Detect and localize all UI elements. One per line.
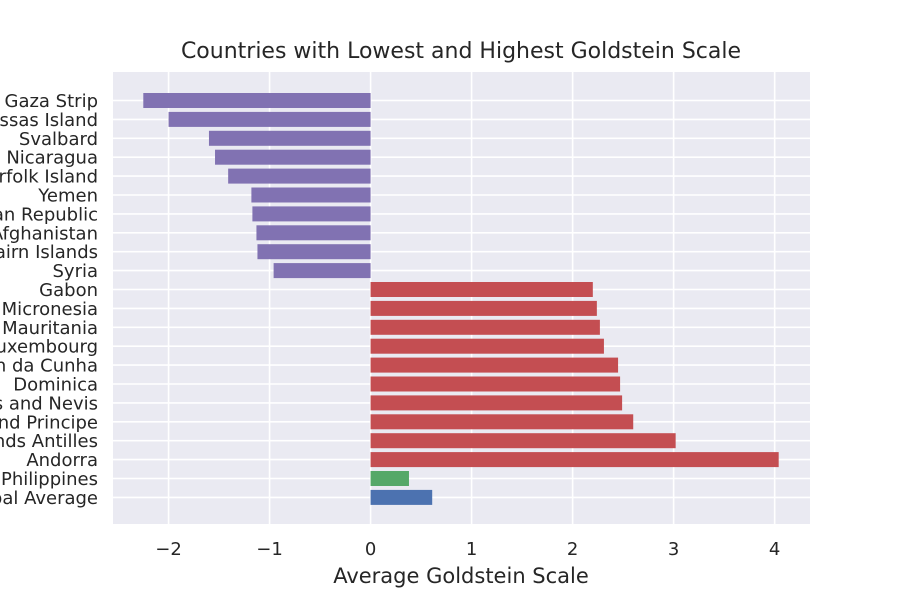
y-tick-label: Saint Kitts and Nevis	[0, 393, 98, 414]
y-tick-label: Pitcairn Islands	[0, 242, 98, 263]
x-tick-label: 0	[365, 539, 376, 560]
bar	[370, 471, 409, 486]
plot-area	[113, 72, 810, 524]
y-tick-label: Netherlands Antilles	[0, 431, 98, 452]
y-tick-label: Sao Tome and Principe	[0, 412, 98, 433]
bar	[370, 395, 623, 411]
y-tick-label: Central African Republic	[0, 204, 98, 225]
bar	[370, 489, 433, 505]
bar	[370, 357, 619, 373]
bar	[273, 263, 371, 279]
y-tick-label: Juan de Nova/Bassas Island	[0, 110, 98, 131]
bar	[370, 300, 597, 316]
x-axis-label: Average Goldstein Scale	[333, 564, 589, 588]
y-tick-label: Nicaragua	[6, 148, 98, 169]
y-tick-label: Andorra	[26, 450, 98, 471]
y-tick-label: Svalbard	[19, 129, 98, 150]
x-tick-label: 3	[668, 539, 679, 560]
bar	[257, 244, 371, 260]
bar-series	[143, 93, 779, 505]
bar	[143, 93, 371, 108]
y-tick-label: Luxembourg	[0, 337, 98, 358]
y-tick-label: Tristan da Cunha	[0, 356, 98, 377]
y-tick-label: Gabon	[39, 280, 98, 301]
x-tick-label: 4	[769, 539, 780, 560]
y-tick-label: Yemen	[37, 186, 98, 207]
x-tick-label: −2	[155, 539, 182, 560]
y-tick-label: Global Average	[0, 488, 98, 509]
x-tick-labels: −2 −1 0 1 2 3 4	[155, 539, 780, 560]
bar	[370, 282, 593, 297]
bar	[370, 338, 604, 354]
x-tick-label: 1	[466, 539, 477, 560]
bar	[370, 319, 600, 335]
bar	[228, 168, 371, 184]
bar	[370, 452, 779, 468]
y-tick-label: Gaza Strip	[5, 91, 99, 112]
x-tick-label: 2	[567, 539, 578, 560]
x-tick-label: −1	[256, 539, 283, 560]
bar	[208, 130, 371, 146]
bar	[370, 433, 676, 449]
y-tick-labels: Gaza StripJuan de Nova/Bassas IslandSval…	[0, 91, 98, 509]
y-tick-label: Micronesia	[2, 299, 98, 320]
y-tick-label: Afghanistan	[0, 223, 98, 244]
y-tick-label: Syria	[52, 261, 98, 282]
y-tick-label: Philippines	[1, 469, 98, 490]
bar	[215, 149, 371, 165]
bar	[256, 225, 371, 241]
x-gridlines	[167, 72, 776, 524]
y-tick-label: Dominica	[13, 375, 98, 396]
y-tick-label: Mauritania	[2, 318, 98, 339]
bar	[252, 206, 371, 222]
bar	[251, 187, 371, 203]
bar	[370, 414, 634, 430]
y-tick-label: Norfolk Island	[0, 167, 98, 188]
chart-title: Countries with Lowest and Highest Goldst…	[181, 39, 741, 64]
bar	[168, 111, 371, 127]
bar	[370, 376, 621, 392]
